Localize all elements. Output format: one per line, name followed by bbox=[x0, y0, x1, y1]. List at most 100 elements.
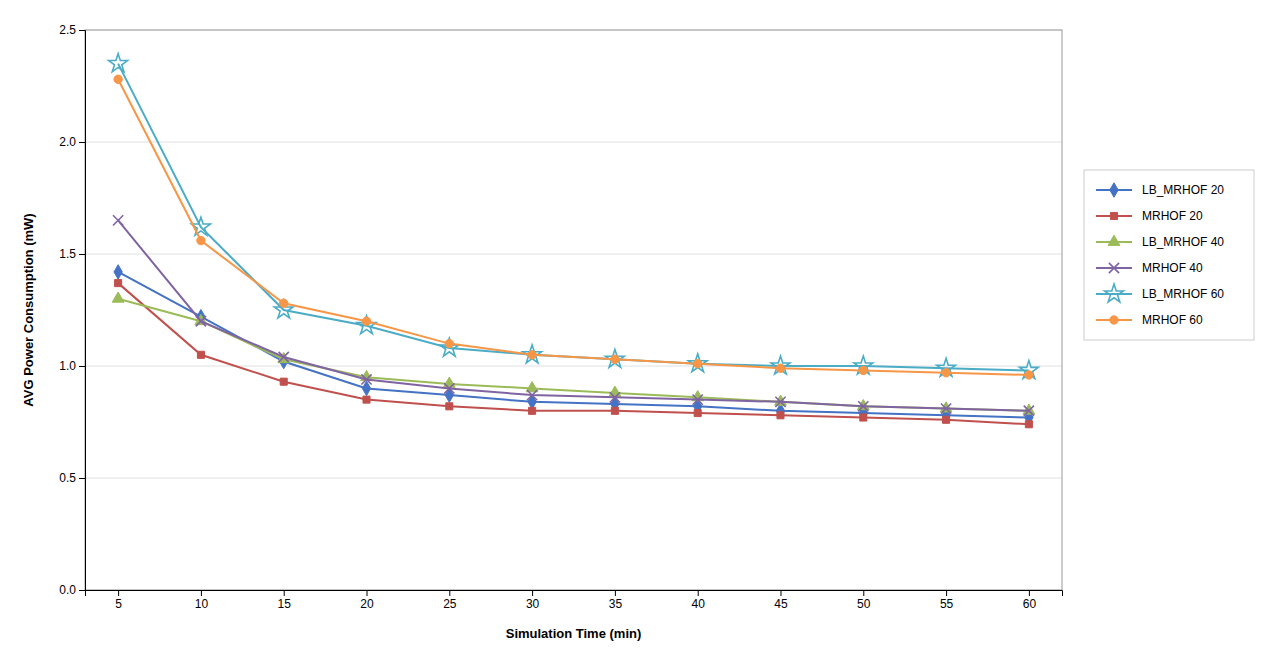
legend-label: MRHOF 60 bbox=[1142, 313, 1203, 327]
marker bbox=[858, 401, 868, 411]
marker bbox=[859, 366, 867, 374]
series-line bbox=[118, 220, 1029, 410]
tick: 40 bbox=[692, 590, 706, 611]
tick-label: 20 bbox=[360, 597, 374, 611]
marker bbox=[1024, 406, 1034, 416]
tick-label: 1.5 bbox=[59, 247, 76, 261]
marker bbox=[363, 396, 370, 403]
tick-label: 40 bbox=[692, 597, 706, 611]
grid-line bbox=[85, 478, 1062, 479]
tick-mark bbox=[79, 478, 85, 479]
legend-box bbox=[1084, 170, 1254, 340]
legend-marker bbox=[1105, 284, 1124, 302]
marker bbox=[279, 352, 289, 362]
tick-label: 55 bbox=[940, 597, 954, 611]
marker bbox=[112, 292, 124, 302]
tick-mark bbox=[79, 366, 85, 367]
tick: 60 bbox=[1023, 590, 1037, 611]
marker bbox=[694, 360, 702, 368]
marker bbox=[527, 390, 537, 400]
marker bbox=[610, 392, 620, 402]
x-axis-title: Simulation Time (min) bbox=[506, 626, 642, 641]
series-line bbox=[118, 299, 1029, 411]
tick-label: 0.5 bbox=[59, 471, 76, 485]
plot-area: 510152025303540455055600.00.51.01.52.02.… bbox=[59, 23, 1062, 610]
marker bbox=[776, 364, 784, 372]
plot-frame bbox=[85, 30, 1062, 590]
tick: 45 bbox=[774, 590, 788, 611]
tick-mark bbox=[946, 590, 947, 596]
chart: 510152025303540455055600.00.51.01.52.02.… bbox=[0, 0, 1277, 660]
marker bbox=[280, 299, 288, 307]
legend-label: LB_MRHOF 40 bbox=[1142, 235, 1224, 249]
tick: 50 bbox=[857, 590, 871, 611]
tick-mark bbox=[79, 30, 85, 31]
legend-marker bbox=[1108, 235, 1120, 245]
tick: 1.5 bbox=[59, 247, 85, 261]
x-axis: 51015202530354045505560 bbox=[86, 590, 1063, 611]
tick-mark bbox=[615, 590, 616, 596]
marker bbox=[114, 75, 122, 83]
marker bbox=[446, 403, 453, 410]
marker bbox=[528, 351, 536, 359]
legend-label: MRHOF 40 bbox=[1142, 261, 1203, 275]
tick-mark bbox=[201, 590, 202, 596]
series-line bbox=[118, 79, 1029, 375]
series bbox=[114, 265, 1033, 425]
tick-mark bbox=[863, 590, 864, 596]
marker bbox=[443, 377, 455, 387]
marker bbox=[1025, 421, 1032, 428]
marker bbox=[196, 316, 206, 326]
marker bbox=[1019, 361, 1038, 379]
tick: 55 bbox=[940, 590, 954, 611]
grid-line bbox=[85, 254, 1062, 255]
tick-mark bbox=[532, 590, 533, 596]
marker bbox=[942, 369, 950, 377]
marker bbox=[609, 386, 621, 396]
marker bbox=[445, 339, 453, 347]
legend-marker bbox=[1110, 316, 1118, 324]
tick-label: 5 bbox=[115, 597, 122, 611]
marker bbox=[860, 414, 867, 421]
marker bbox=[280, 378, 287, 385]
tick: 20 bbox=[360, 590, 374, 611]
marker bbox=[777, 412, 784, 419]
marker bbox=[109, 54, 128, 72]
series-group bbox=[109, 54, 1039, 428]
marker bbox=[529, 407, 536, 414]
marker bbox=[611, 407, 618, 414]
tick-label: 45 bbox=[774, 597, 788, 611]
grid-line bbox=[85, 142, 1062, 143]
tick: 30 bbox=[526, 590, 540, 611]
tick-label: 10 bbox=[195, 597, 209, 611]
marker bbox=[1025, 371, 1033, 379]
grid bbox=[85, 30, 1062, 590]
legend-swatch bbox=[1096, 293, 1132, 295]
marker bbox=[775, 397, 785, 407]
legend-item: MRHOF 20 bbox=[1096, 209, 1203, 223]
tick-label: 60 bbox=[1023, 597, 1037, 611]
tick-label: 0.0 bbox=[59, 583, 76, 597]
tick: 0.0 bbox=[59, 583, 85, 597]
marker bbox=[611, 355, 619, 363]
marker bbox=[197, 236, 205, 244]
tick: 5 bbox=[115, 590, 122, 611]
series-line bbox=[118, 283, 1029, 424]
tick-mark bbox=[1029, 590, 1030, 596]
marker bbox=[357, 316, 376, 334]
tick-mark bbox=[79, 254, 85, 255]
marker bbox=[943, 416, 950, 423]
marker bbox=[114, 265, 122, 279]
series bbox=[109, 54, 1039, 379]
series-line bbox=[118, 64, 1029, 371]
tick-mark bbox=[780, 590, 781, 596]
tick-label: 15 bbox=[278, 597, 292, 611]
marker bbox=[771, 356, 790, 374]
tick-mark bbox=[284, 590, 285, 596]
series bbox=[114, 75, 1033, 379]
tick-label: 1.0 bbox=[59, 359, 76, 373]
series bbox=[115, 280, 1033, 428]
marker bbox=[113, 215, 123, 225]
y-axis-title: AVG Power Consumption (mW) bbox=[21, 213, 36, 406]
series bbox=[113, 215, 1034, 416]
